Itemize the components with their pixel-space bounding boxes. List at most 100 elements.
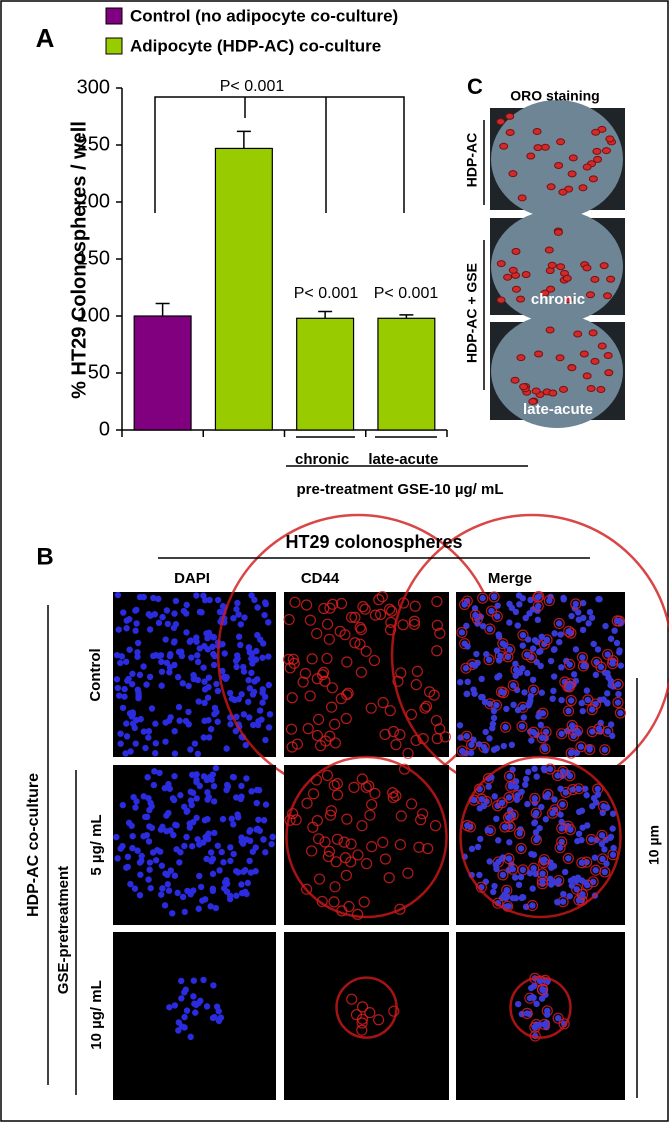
nucleus [201, 699, 208, 707]
membrane [566, 719, 578, 732]
nucleus [150, 594, 157, 602]
nucleus [476, 871, 483, 879]
nucleus [537, 647, 544, 655]
nucleus [196, 872, 203, 880]
nucleus [115, 626, 122, 633]
nucleus [212, 764, 220, 772]
nucleus [221, 650, 228, 657]
membrane [368, 654, 381, 667]
nucleus [208, 858, 215, 865]
nucleus [158, 658, 165, 666]
nucleus [490, 714, 498, 722]
adipocyte [534, 350, 544, 358]
membrane [564, 824, 577, 836]
membrane [326, 682, 338, 694]
nucleus [602, 622, 609, 630]
nucleus [188, 801, 195, 809]
nucleus [162, 738, 169, 745]
membrane [373, 594, 385, 606]
nucleus [113, 676, 121, 683]
membrane [577, 660, 589, 672]
x-tick-label: chronic [295, 451, 349, 468]
membrane [576, 888, 589, 900]
nucleus [570, 671, 578, 678]
adipocyte [554, 161, 564, 169]
nucleus [491, 882, 498, 890]
adipocyte [596, 386, 606, 394]
nucleus [609, 851, 617, 858]
membrane [477, 592, 489, 604]
nucleus [172, 597, 180, 605]
nucleus [607, 834, 614, 841]
membrane [301, 797, 313, 809]
nucleus [136, 891, 144, 899]
membrane [384, 705, 396, 717]
membrane [379, 853, 392, 865]
membrane [585, 833, 597, 846]
nucleus [161, 902, 169, 909]
membrane [386, 605, 398, 617]
nucleus [541, 744, 548, 751]
nucleus [124, 863, 131, 871]
membrane [358, 896, 370, 908]
membrane [420, 700, 433, 712]
membrane [485, 605, 498, 617]
membrane [341, 813, 353, 825]
nucleus [558, 696, 565, 704]
nucleus [246, 685, 253, 692]
nucleus [142, 744, 149, 752]
membrane [503, 853, 515, 865]
nucleus [533, 773, 540, 780]
nucleus [558, 825, 565, 832]
nucleus [472, 662, 479, 669]
nucleus [457, 678, 464, 686]
membrane [408, 618, 421, 631]
nucleus [525, 702, 532, 709]
legend-swatch [105, 37, 123, 55]
nucleus [583, 792, 590, 799]
nucleus [220, 859, 227, 866]
nucleus [473, 650, 480, 658]
membrane [340, 712, 352, 725]
nucleus [493, 815, 500, 823]
nucleus [200, 592, 207, 599]
membrane [606, 657, 619, 670]
nucleus [209, 870, 217, 878]
nucleus [586, 746, 593, 753]
nucleus [171, 638, 178, 645]
nucleus [518, 788, 525, 796]
nucleus [175, 1019, 183, 1026]
nucleus [188, 771, 196, 779]
nucleus [123, 733, 131, 740]
membrane [538, 853, 550, 866]
nucleus [190, 977, 198, 984]
adipocyte [597, 342, 607, 350]
nucleus [125, 819, 133, 827]
membrane [556, 728, 568, 740]
nucleus [262, 736, 269, 744]
nucleus [522, 775, 530, 783]
nucleus [604, 804, 611, 811]
nucleus [265, 681, 273, 689]
membrane [322, 850, 335, 863]
membrane [340, 869, 352, 881]
y-tick-label: 200 [77, 190, 110, 212]
nucleus [566, 683, 573, 691]
membrane [348, 781, 360, 793]
adipocyte [562, 274, 572, 282]
nucleus [134, 653, 141, 660]
nucleus [253, 799, 260, 807]
nucleus [198, 609, 205, 616]
nucleus [157, 848, 164, 855]
nucleus [516, 830, 523, 837]
adipocyte [603, 292, 613, 300]
nucleus [163, 607, 171, 614]
membrane [312, 833, 325, 845]
nucleus [557, 631, 564, 638]
nucleus [177, 648, 185, 655]
nucleus [579, 626, 587, 634]
membrane [328, 896, 340, 908]
nucleus [524, 800, 531, 808]
adipocyte [605, 135, 615, 143]
nucleus [129, 832, 136, 840]
